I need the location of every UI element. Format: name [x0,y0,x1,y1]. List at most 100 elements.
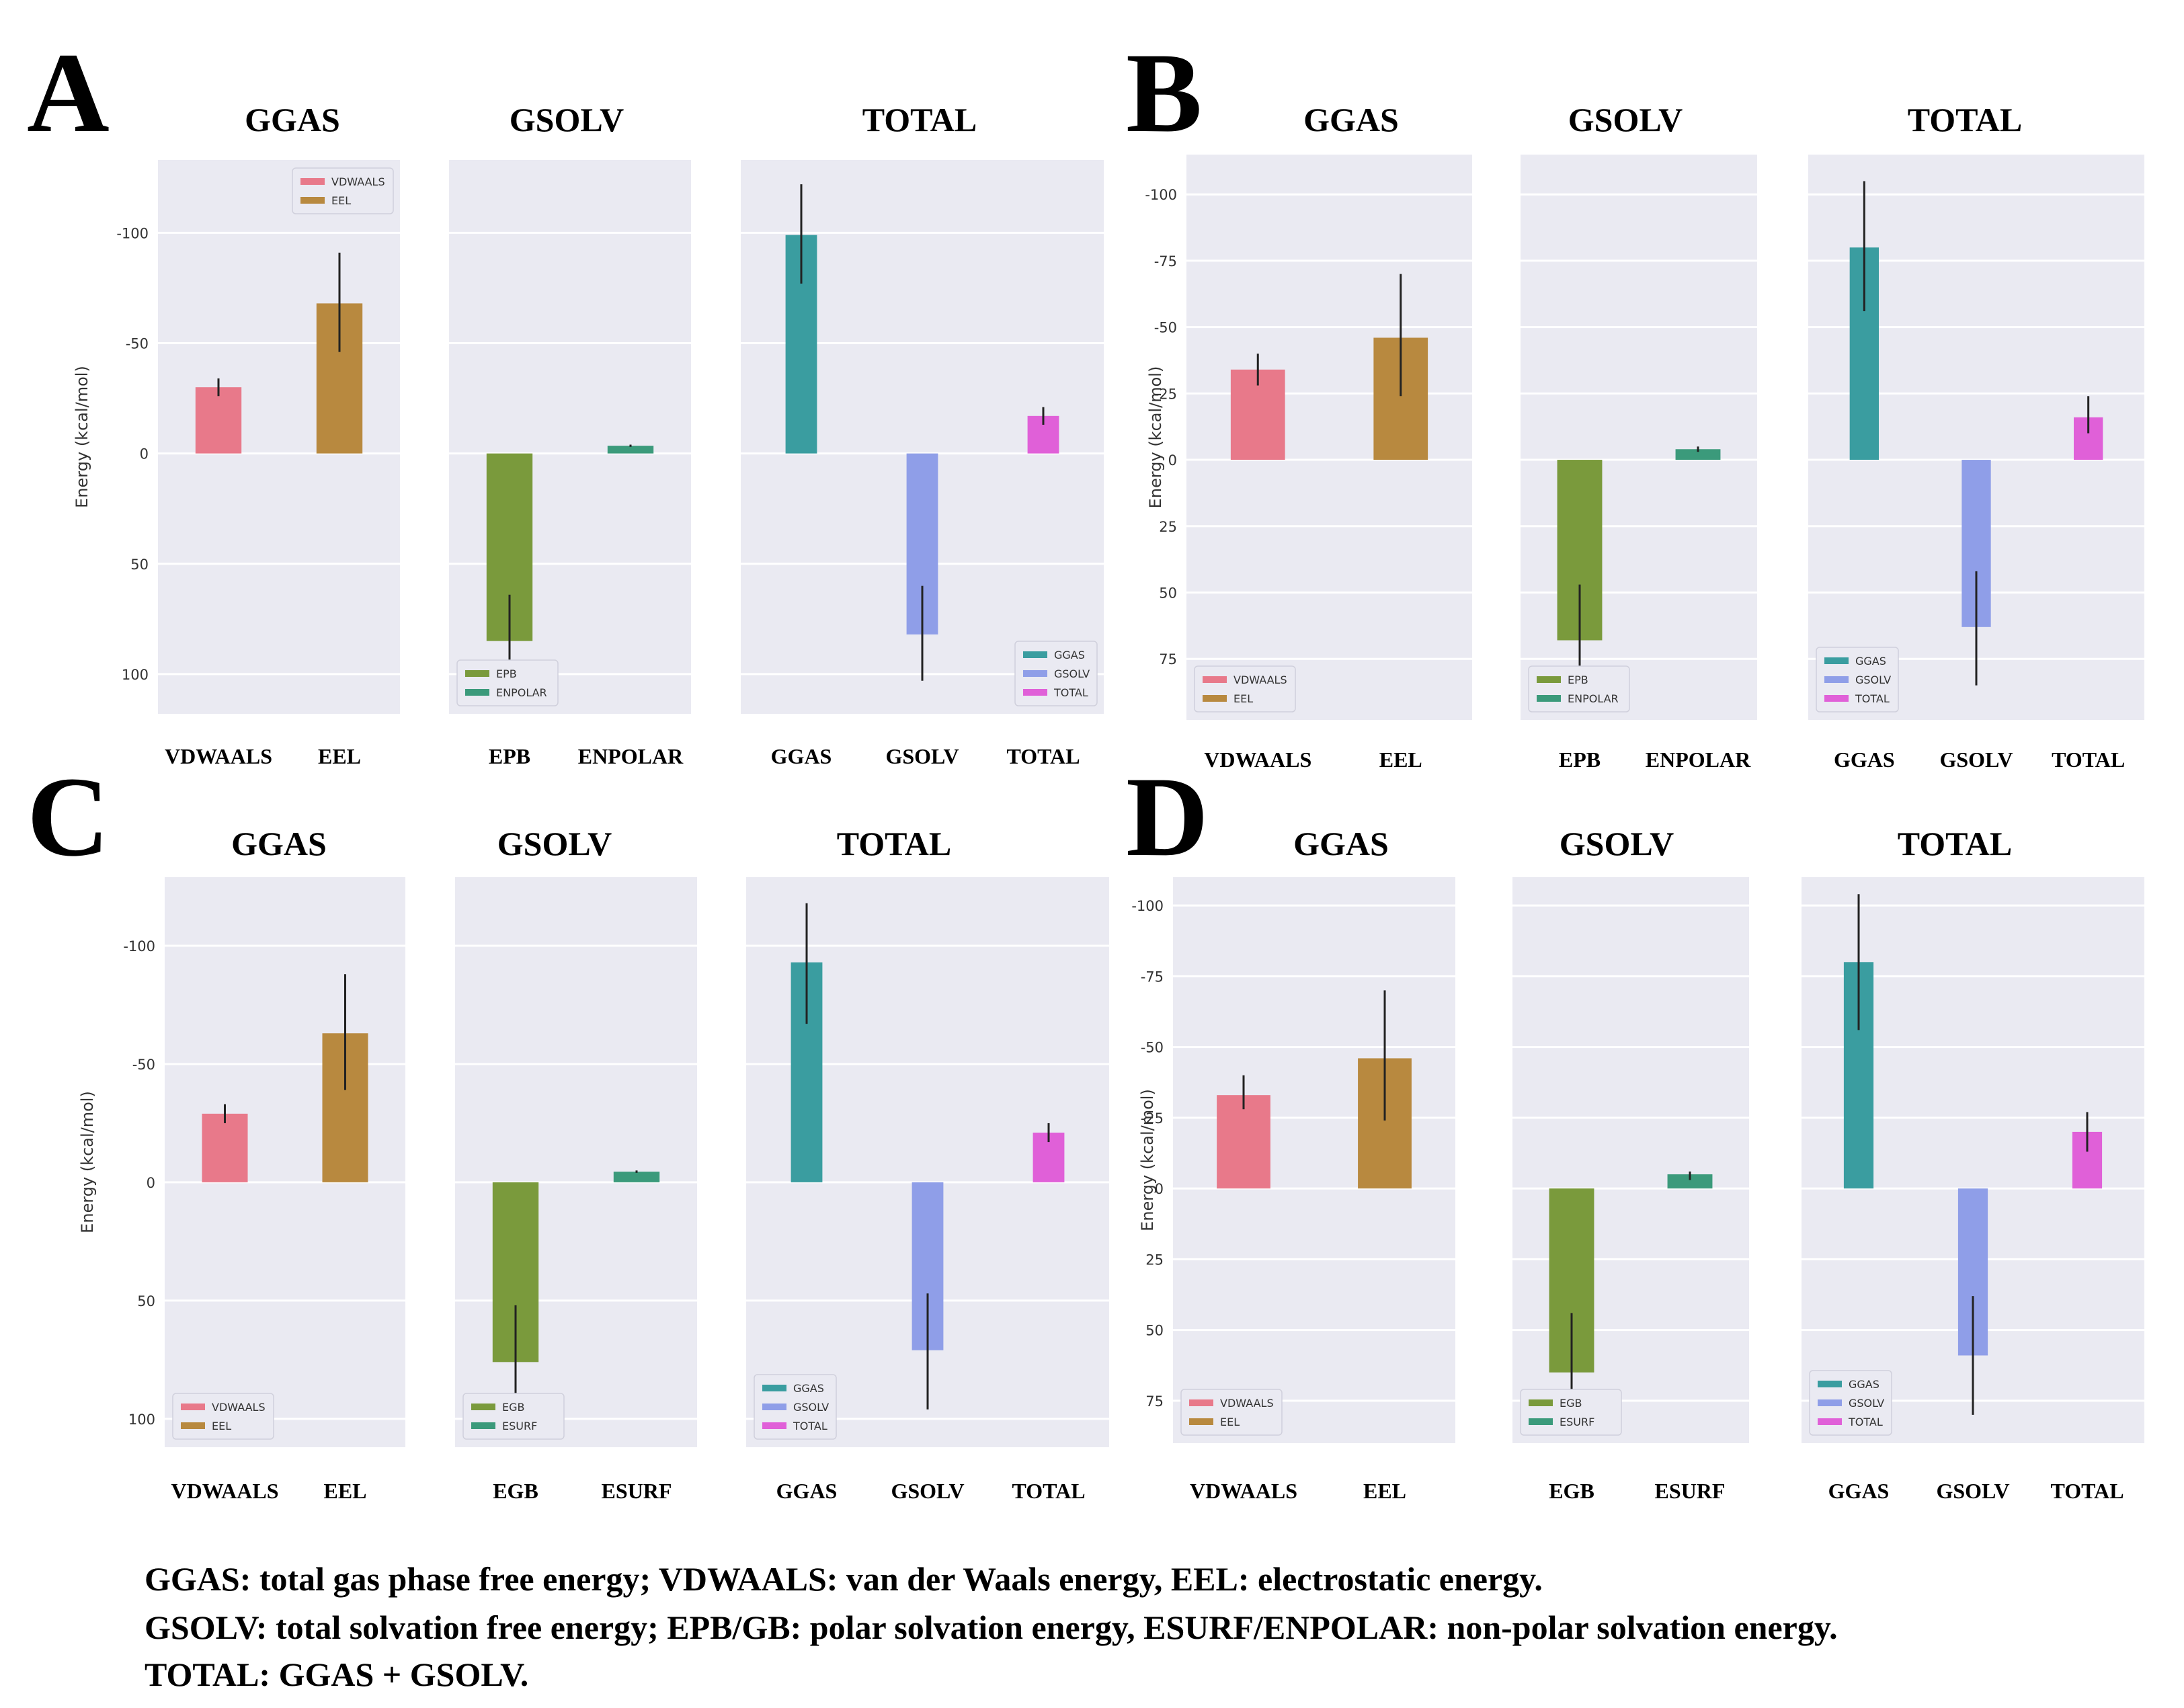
subplot-title: GGAS [231,825,327,862]
legend-label: EEL [212,1420,231,1432]
legend-swatch-gsolv [1023,670,1047,677]
y-tick-label: 0 [147,1175,155,1191]
legend-label: VDWAALS [212,1401,266,1414]
legend: EPB ENPOLAR [456,659,559,706]
subplot-title: GGAS [1303,101,1399,138]
y-tick-label: -50 [1154,320,1177,336]
subplot-total: TOTAL GGAS GSOLV TOTAL GGAS GSOLV TOTAL [1802,825,2144,1503]
subplot-gsolv: GSOLV EPB ENPOLAR EPB ENPOLAR [1521,101,1757,772]
x-tick-label: EEL [318,744,361,768]
bar-vdwaals [1217,1095,1270,1189]
y-tick-label: 50 [1145,1323,1164,1339]
legend: VDWAALS EEL [172,1393,274,1440]
legend-swatch-eel [1203,695,1227,702]
x-tick-label: GSOLV [891,1479,964,1503]
legend-swatch-ggas [1023,651,1047,658]
x-tick-label: GSOLV [885,744,959,768]
plot-area [449,160,691,714]
y-tick-label: 50 [1159,585,1177,601]
legend: EGB ESURF [462,1393,565,1440]
y-tick-label: -75 [1141,969,1164,985]
plot-area [1186,155,1472,720]
legend-swatch-esurf [471,1422,495,1429]
legend-swatch-total [1824,695,1849,702]
legend: VDWAALS EEL [1180,1389,1283,1436]
legend-label: EGB [1560,1397,1582,1410]
subplot-title: TOTAL [1898,825,2012,862]
y-tick-label: -75 [1154,253,1177,270]
x-tick-label: ESURF [1655,1479,1726,1503]
legend-label: GGAS [1855,655,1886,667]
legend-swatch-vdwaals [1203,676,1227,683]
legend: VDWAALS EEL [292,167,394,214]
legend-label: EEL [1233,692,1253,705]
legend-label: EEL [331,194,351,207]
panel-c: C Energy (kcal/mol) -100 -50 0 50 100 GGAS VDWAA… [27,754,1109,1503]
x-tick-label: GSOLV [1939,747,2013,772]
subplot-ggas: -100 -50 0 50 100 GGAS VDWAALS EEL VDWAALS EEL [116,101,400,768]
subplot-gsolv: GSOLV EGB ESURF EGB ESURF [455,825,697,1503]
plot-area [158,160,400,714]
legend-swatch-enpolar [1537,695,1561,702]
bar-enpolar [1675,449,1721,460]
y-tick-label: 0 [1155,1181,1164,1197]
panel-b: B Energy (kcal/mol) -100 -75 -50 -25 0 25 50 75 GG… [1126,30,2144,772]
legend-label: ENPOLAR [1568,692,1619,705]
x-tick-label: EEL [323,1479,366,1503]
legend-swatch-gsolv [762,1404,786,1410]
y-tick-label: -25 [1154,386,1177,402]
legend-label: GSOLV [1849,1397,1884,1410]
x-tick-label: EPB [489,744,530,768]
caption-line-total: TOTAL: GGAS + GSOLV. [145,1656,529,1693]
legend-swatch-egb [471,1404,495,1410]
y-tick-label: -50 [1141,1040,1164,1056]
subplot-title: GSOLV [497,825,612,862]
subplot-total: TOTAL GGAS GSOLV TOTAL GGAS GSOLV TOTAL [741,101,1104,768]
panel-letter: C [27,754,110,880]
bar-esurf [613,1172,660,1182]
subplot-total: TOTAL GGAS GSOLV TOTAL GGAS GSOLV TOTAL [746,825,1109,1503]
legend-swatch-esurf [1529,1418,1553,1425]
subplot-title: TOTAL [837,825,951,862]
legend-swatch-eel [1189,1418,1213,1425]
legend-swatch-ggas [1818,1381,1842,1387]
plot-area [455,877,697,1447]
x-tick-label: TOTAL [1012,1479,1085,1503]
legend-label: GSOLV [1054,667,1090,680]
x-tick-label: GGAS [1834,747,1895,772]
x-tick-label: GGAS [1828,1479,1890,1503]
x-tick-label: ENPOLAR [1646,747,1751,772]
legend-swatch-epb [465,670,489,677]
x-tick-label: VDWAALS [171,1479,278,1503]
legend-label: GGAS [793,1382,824,1395]
legend-swatch-total [1818,1418,1842,1425]
y-axis-label: Energy (kcal/mol) [1138,1089,1157,1231]
y-tick-label: -100 [1131,898,1164,914]
legend-label: VDWAALS [331,175,385,188]
y-axis-label: Energy (kcal/mol) [78,1091,97,1233]
y-tick-label: -50 [126,335,149,352]
legend-label: VDWAALS [1233,674,1287,686]
x-tick-label: EPB [1559,747,1601,772]
subplot-title: TOTAL [1908,101,2022,138]
legend-label: EEL [1220,1416,1240,1428]
bar-vdwaals [195,387,242,454]
legend-swatch-enpolar [465,689,489,696]
panel-d: D Energy (kcal/mol) -100 -75 -50 -25 0 25 50 75 GG… [1126,754,2144,1503]
legend: GGAS GSOLV TOTAL [1816,647,1899,713]
panel-a: A Energy (kcal/mol) -100 -50 0 50 100 GGAS VDWAA… [27,30,1104,768]
legend-swatch-vdwaals [181,1404,205,1410]
legend-label: GGAS [1054,649,1085,661]
x-tick-label: EEL [1363,1479,1406,1503]
y-tick-label: -100 [1145,187,1177,203]
legend-label: EGB [502,1401,524,1414]
subplot-gsolv: GSOLV EPB ENPOLAR EPB ENPOLAR [449,101,691,768]
y-tick-label: -25 [1141,1110,1164,1127]
legend-swatch-total [1023,689,1047,696]
x-tick-label: VDWAALS [1204,747,1311,772]
legend-label: TOTAL [1053,686,1088,699]
legend: EGB ESURF [1520,1389,1622,1436]
subplot-ggas: -100 -50 0 50 100 GGAS VDWAALS EEL VDWAALS EEL [123,825,405,1503]
legend-swatch-total [762,1422,786,1429]
